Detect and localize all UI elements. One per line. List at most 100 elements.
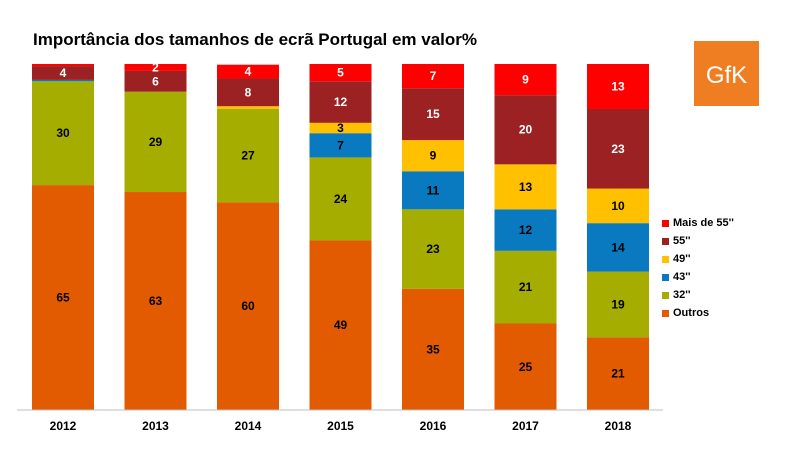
bar-segment	[402, 88, 464, 141]
data-label: 4	[60, 66, 67, 80]
bar-segment	[32, 79, 94, 82]
bar-segment	[124, 91, 187, 193]
data-label: 35	[426, 342, 440, 356]
data-label: 9	[430, 149, 437, 163]
legend-label: 32''	[673, 289, 691, 301]
legend-swatch	[662, 237, 669, 245]
bar-segment	[587, 337, 649, 410]
data-label: 15	[426, 107, 440, 121]
legend-item: Outros	[662, 304, 734, 322]
legend-label: 55''	[673, 235, 691, 247]
data-label: 23	[611, 142, 625, 156]
data-label: 12	[519, 223, 533, 237]
data-label: 65	[56, 291, 70, 305]
legend-item: 49''	[662, 250, 734, 268]
bar-segment	[124, 64, 187, 71]
data-label: 12	[334, 95, 348, 109]
legend-item: Mais de 55''	[662, 214, 734, 232]
legend-label: 43''	[673, 271, 691, 283]
x-tick-label: 2015	[327, 419, 354, 433]
bar-segment	[124, 70, 187, 92]
data-label: 25	[519, 360, 533, 374]
data-label: 60	[241, 299, 255, 313]
bar-segment	[494, 164, 557, 210]
legend-item: 32''	[662, 286, 734, 304]
bar-segment	[494, 323, 557, 410]
bar-segment	[32, 64, 94, 67]
chart-title: Importância dos tamanhos de ecrã Portuga…	[33, 30, 478, 49]
bar-segment	[494, 250, 557, 324]
bar-segment	[309, 133, 372, 158]
bar-segment	[217, 108, 279, 203]
legend-swatch	[662, 273, 669, 281]
data-label: 23	[426, 242, 440, 256]
bar-segment	[309, 81, 372, 123]
legend-label: 49''	[673, 253, 691, 265]
legend-swatch	[662, 255, 669, 263]
legend-swatch	[662, 309, 669, 317]
bar-segment	[587, 223, 649, 272]
data-label: 8	[245, 85, 252, 99]
data-label: 7	[430, 69, 437, 83]
legend-item: 55''	[662, 232, 734, 250]
legend-label: Outros	[673, 307, 710, 319]
bar-segment	[402, 209, 464, 289]
gfk-logo: GfK	[694, 41, 759, 106]
bar-segment	[32, 81, 94, 186]
bar-segment	[217, 202, 279, 410]
data-label: 10	[611, 199, 625, 213]
bar-segment	[587, 188, 649, 224]
bar-segment	[402, 140, 464, 172]
data-label: 4	[245, 65, 252, 79]
bar-segment	[309, 64, 372, 82]
bar-segment	[124, 192, 187, 410]
bar-segment	[217, 78, 279, 107]
bar-segment	[494, 64, 557, 96]
data-label: 21	[519, 280, 533, 294]
x-tick-label: 2013	[142, 419, 169, 433]
data-label: 5	[337, 66, 344, 80]
bar-segment	[587, 64, 649, 109]
bar-segment	[587, 271, 649, 338]
bar-segment	[217, 64, 279, 79]
data-label: 30	[56, 126, 70, 140]
bar-segment	[494, 209, 557, 251]
data-label: 7	[337, 138, 344, 152]
bar-segment	[309, 157, 372, 241]
data-label: 27	[241, 149, 255, 163]
bar-segment	[217, 106, 279, 109]
data-label: 24	[334, 192, 348, 206]
x-tick-label: 2014	[235, 419, 262, 433]
data-label: 21	[611, 367, 625, 381]
logo-background	[694, 41, 759, 106]
bar-segment	[32, 66, 94, 80]
bar-segment	[402, 64, 464, 89]
data-label: 14	[611, 240, 625, 254]
bar-segment	[494, 95, 557, 165]
legend-label: Mais de 55''	[673, 217, 734, 229]
data-label: 3	[337, 121, 344, 135]
legend-item: 43''	[662, 268, 734, 286]
x-tick-label: 2018	[605, 419, 632, 433]
data-label: 63	[149, 294, 163, 308]
x-tick-label: 2016	[420, 419, 447, 433]
bar-segment	[402, 171, 464, 210]
legend-swatch	[662, 291, 669, 299]
data-label: 13	[519, 180, 533, 194]
data-label: 49	[334, 318, 348, 332]
legend: Mais de 55'' 55'' 49'' 43'' 32'' Outros	[662, 214, 734, 322]
data-label: 9	[522, 73, 529, 87]
data-label: 29	[149, 135, 163, 149]
legend-swatch	[662, 219, 669, 227]
data-label: 20	[519, 123, 533, 137]
bar-segment	[309, 122, 372, 134]
bar-segment	[587, 108, 649, 189]
bar-segment	[32, 185, 94, 410]
data-label: 6	[152, 74, 159, 88]
bar-segment	[309, 240, 372, 410]
data-label: 13	[611, 79, 625, 93]
data-label: 11	[427, 183, 440, 197]
logo-text: GfK	[706, 62, 747, 89]
data-label: 2	[152, 60, 159, 74]
